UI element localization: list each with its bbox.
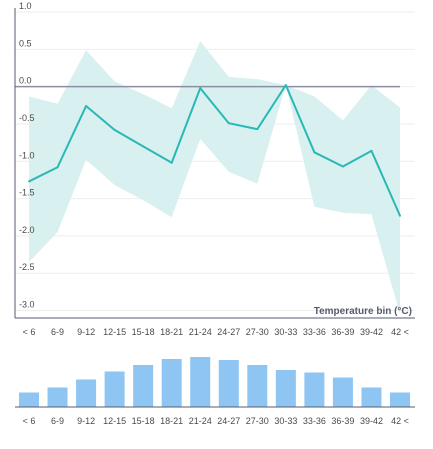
- y-tick-label: 1.0: [19, 1, 32, 11]
- bar-x-tick-label: 30-33: [274, 416, 297, 426]
- frequency-bar: [133, 365, 154, 407]
- y-tick-labels: 1.0 0.5 0.0 -0.5 -1.0 -1.5 -2.0 -2.5 -3.0: [19, 1, 35, 310]
- x-tick-label: 12-15: [103, 327, 126, 337]
- line-point: [56, 166, 59, 169]
- x-tick-label: 39-42: [360, 327, 383, 337]
- x-tick-label: 27-30: [246, 327, 269, 337]
- x-tick-label: 33-36: [303, 327, 326, 337]
- x-tick-label: 18-21: [160, 327, 183, 337]
- line-point: [313, 151, 316, 154]
- y-tick-label: -1.0: [19, 150, 35, 160]
- bar-x-tick-label: 42 <: [391, 416, 409, 426]
- bin-frequency-bar-chart: < 6 6-9 9-12 12-15 15-18 18-21 21-24 24-27 27-30…: [15, 357, 415, 426]
- bars: [19, 357, 410, 407]
- x-tick-label: 30-33: [274, 327, 297, 337]
- line-point: [170, 161, 173, 164]
- y-tick-label: -2.5: [19, 262, 35, 272]
- y-tick-label: -0.5: [19, 113, 35, 123]
- frequency-bar: [218, 360, 239, 407]
- bar-x-tick-label: < 6: [23, 416, 36, 426]
- x-tick-labels: < 6 6-9 9-12 12-15 15-18 18-21 21-24 24-27 27-30…: [23, 327, 409, 337]
- x-tick-label: < 6: [23, 327, 36, 337]
- x-tick-label: 6-9: [51, 327, 64, 337]
- frequency-bar: [304, 372, 325, 407]
- line-point: [284, 84, 287, 87]
- line-point: [256, 128, 259, 131]
- bar-x-tick-labels: < 6 6-9 9-12 12-15 15-18 18-21 21-24 24-27 27-30…: [23, 416, 409, 426]
- bar-x-tick-label: 21-24: [189, 416, 212, 426]
- bar-x-tick-label: 15-18: [132, 416, 155, 426]
- line-point: [341, 165, 344, 168]
- bar-x-tick-label: 18-21: [160, 416, 183, 426]
- line-point: [85, 105, 88, 108]
- bar-x-tick-label: 12-15: [103, 416, 126, 426]
- frequency-bar: [247, 365, 268, 407]
- bar-x-tick-label: 33-36: [303, 416, 326, 426]
- line-point: [28, 180, 30, 183]
- effect-line-series: [28, 84, 401, 217]
- bar-x-tick-label: 6-9: [51, 416, 64, 426]
- bar-x-tick-label: 9-12: [77, 416, 95, 426]
- confidence-band: [29, 41, 400, 315]
- frequency-bar: [361, 387, 382, 407]
- frequency-bar: [161, 359, 182, 407]
- line-point: [113, 128, 116, 131]
- frequency-bar: [47, 387, 68, 407]
- x-tick-label: 42 <: [391, 327, 409, 337]
- y-tick-label: -3.0: [19, 300, 35, 310]
- line-point: [370, 149, 373, 152]
- x-tick-label: 36-39: [331, 327, 354, 337]
- line-point: [399, 214, 401, 217]
- frequency-bar: [275, 370, 296, 407]
- x-tick-label: 24-27: [217, 327, 240, 337]
- line-point: [227, 122, 230, 125]
- frequency-bar: [19, 392, 39, 407]
- x-tick-label: 21-24: [189, 327, 212, 337]
- y-tick-label: -2.0: [19, 225, 35, 235]
- y-tick-label: 0.5: [19, 38, 32, 48]
- temperature-effect-line-chart: 1.0 0.5 0.0 -0.5 -1.0 -1.5 -2.0 -2.5 -3.0 < 6 6-9…: [14, 1, 415, 337]
- frequency-bar: [332, 377, 353, 407]
- bar-x-tick-label: 36-39: [331, 416, 354, 426]
- x-axis-title: Temperature bin (°C): [314, 306, 412, 317]
- x-tick-label: 15-18: [132, 327, 155, 337]
- x-tick-label: 9-12: [77, 327, 95, 337]
- bar-x-tick-label: 27-30: [246, 416, 269, 426]
- frequency-bar: [190, 357, 211, 407]
- frequency-bar: [76, 379, 97, 407]
- frequency-bar: [390, 392, 410, 407]
- frequency-bar: [104, 371, 125, 407]
- line-point: [199, 87, 202, 90]
- line-point: [142, 145, 145, 148]
- bar-x-tick-label: 39-42: [360, 416, 383, 426]
- line-points: [28, 84, 401, 217]
- bar-x-tick-label: 24-27: [217, 416, 240, 426]
- y-tick-label: -1.5: [19, 188, 35, 198]
- y-tick-label: 0.0: [19, 76, 32, 86]
